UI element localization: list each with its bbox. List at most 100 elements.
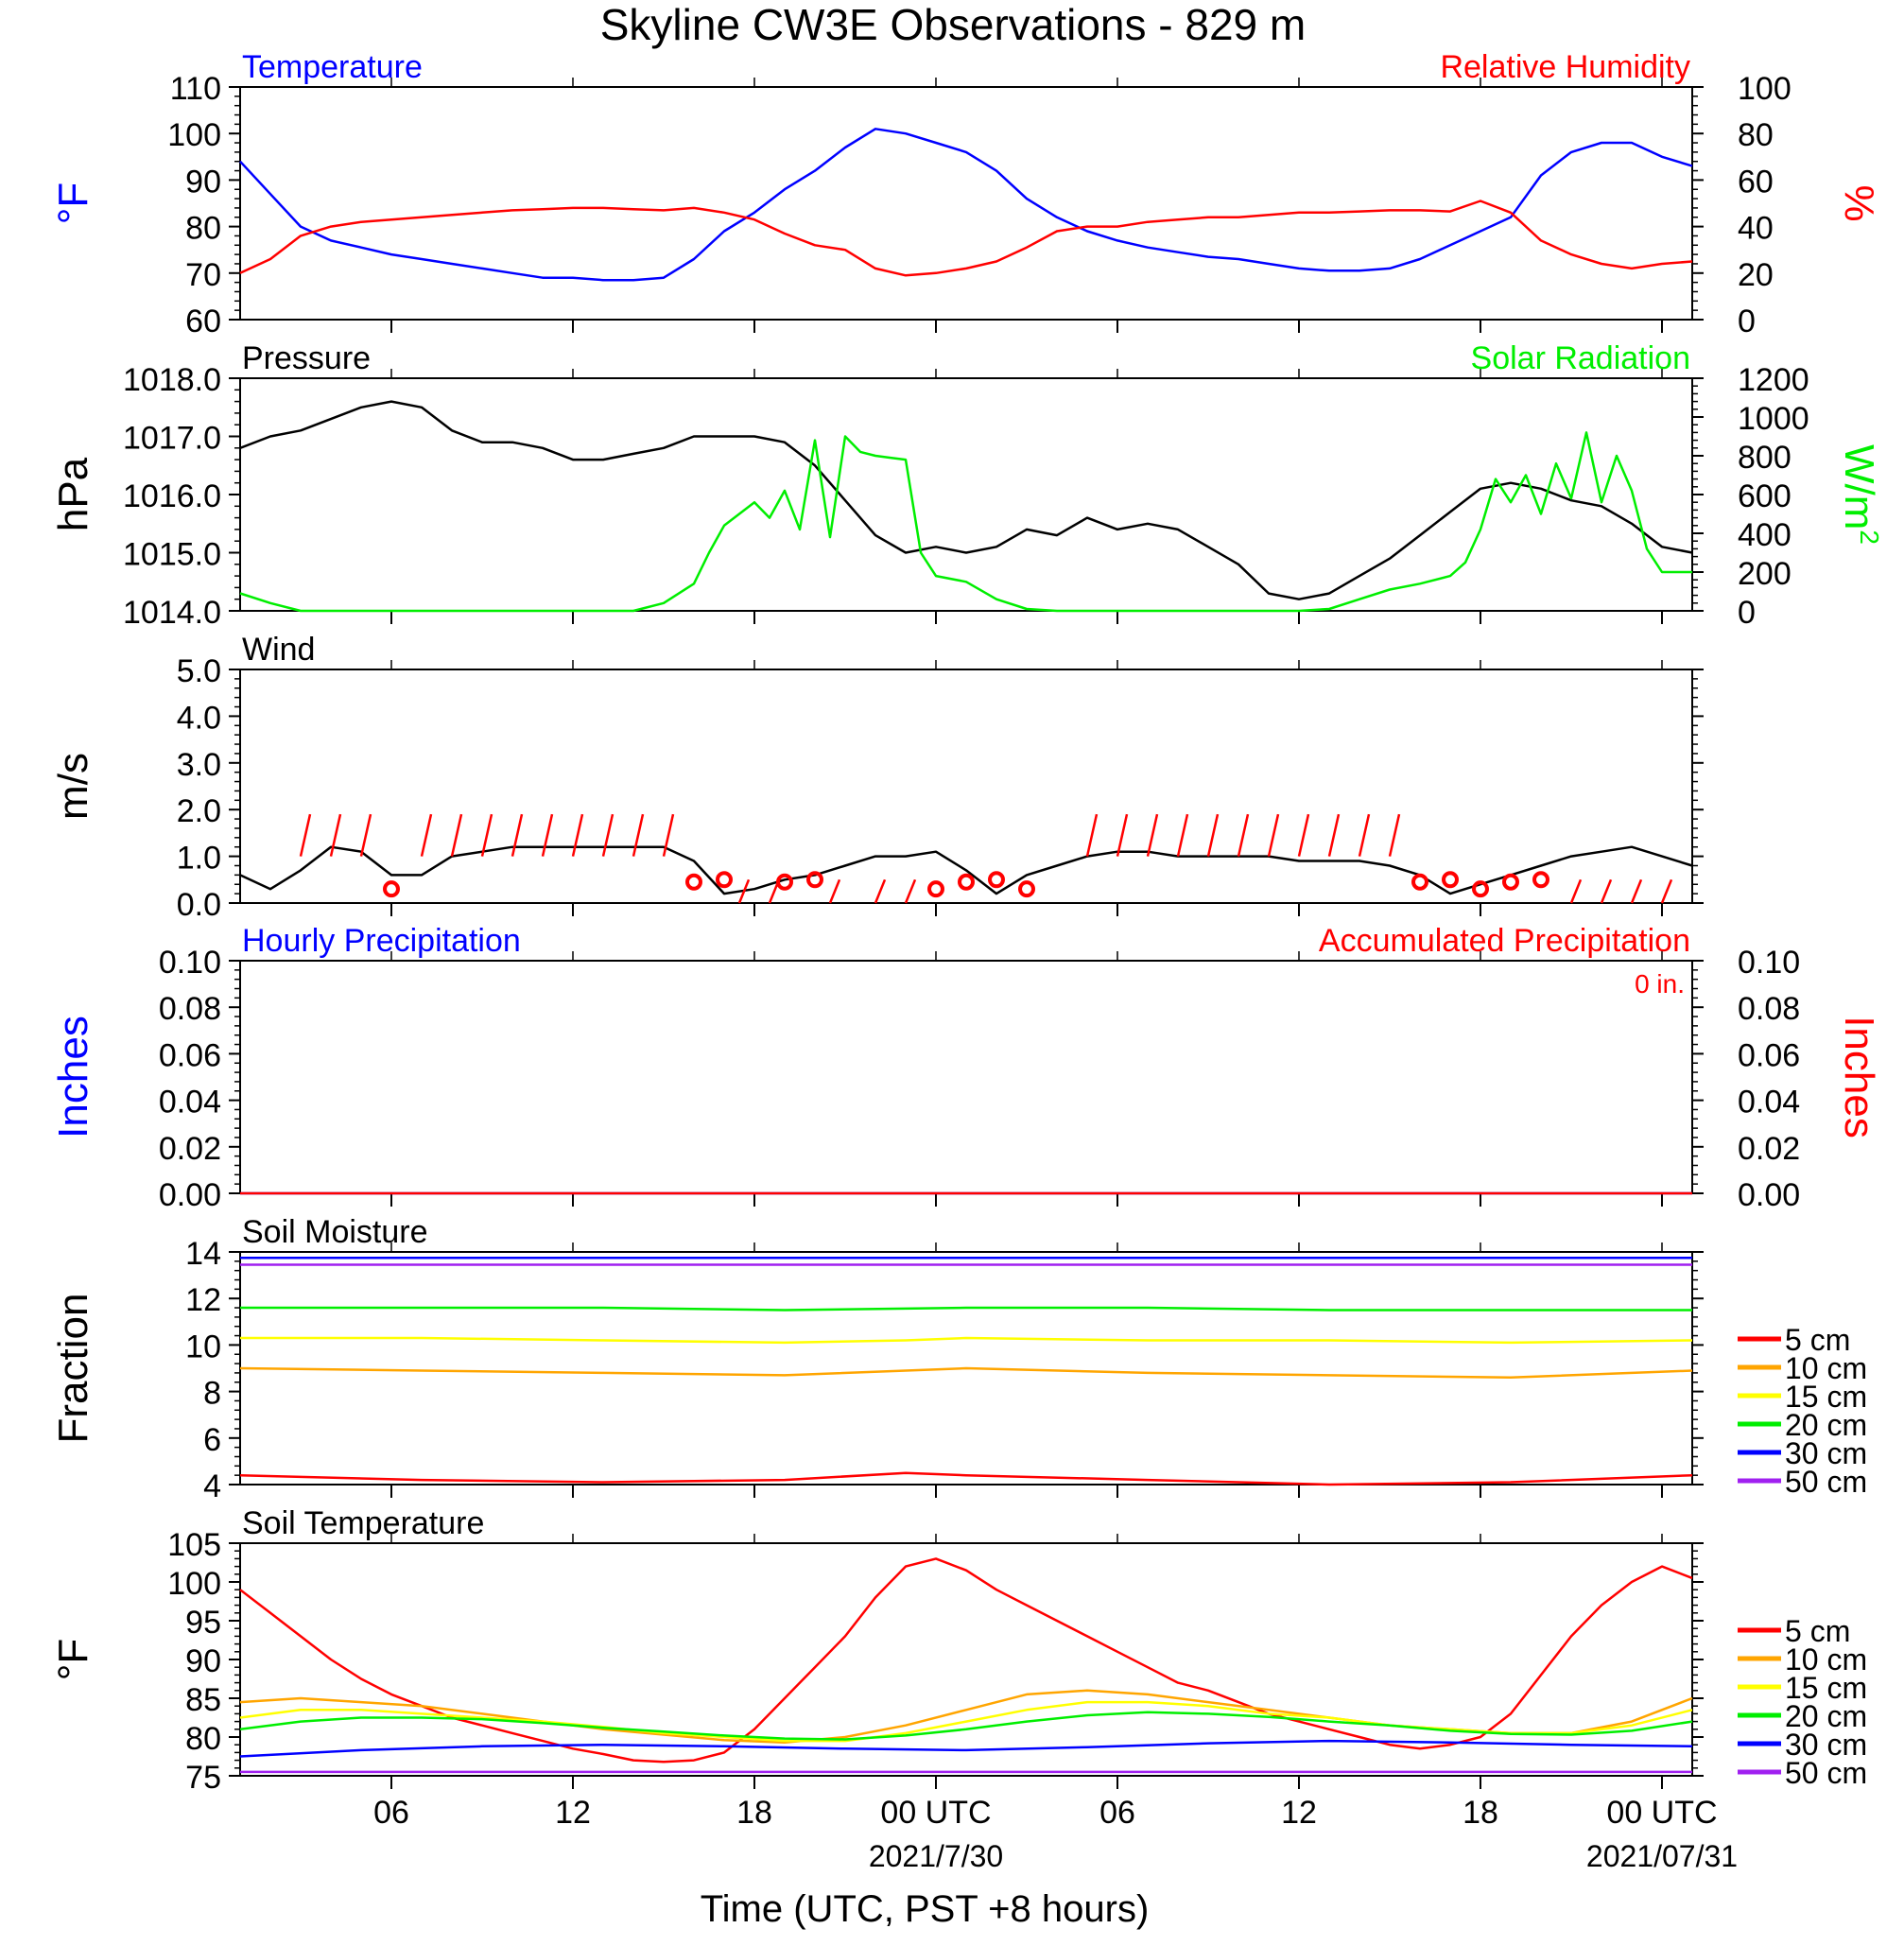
wind-barb bbox=[1660, 878, 1673, 904]
panel-wind: 0.0 1.0 2.0 3.0 4.0 5.0 Wind m/s bbox=[50, 632, 1704, 923]
calm-wind-marker bbox=[1472, 880, 1489, 898]
wind-barb bbox=[1267, 813, 1280, 857]
y-tick-label-right: 0.10 bbox=[1738, 945, 1800, 981]
y-tick-label-left: 70 bbox=[185, 257, 221, 293]
panel-temp_rh: 60 70 80 90 100 110 0 20 40 60 80 100 Temperature Rel… bbox=[50, 49, 1882, 339]
wind-barb bbox=[511, 813, 524, 857]
panel-title-right: Relative Humidity bbox=[1440, 49, 1690, 85]
wind-barb bbox=[632, 813, 645, 857]
wind-barb bbox=[1206, 813, 1220, 857]
y-tick-label-left: 75 bbox=[185, 1760, 221, 1796]
series-line-5-cm bbox=[239, 1557, 1693, 1764]
wind-barb bbox=[1327, 813, 1341, 857]
panel-title-right: Accumulated Precipitation bbox=[1319, 923, 1690, 959]
y-tick-label-left: 1018.0 bbox=[123, 362, 221, 398]
y-tick-label-right: 600 bbox=[1738, 478, 1791, 514]
series-line-15-cm bbox=[240, 1336, 1693, 1345]
series-line-relative-humidity bbox=[239, 200, 1693, 277]
series-line-30-cm bbox=[239, 1739, 1693, 1758]
y-tick-label-left: 0.00 bbox=[159, 1177, 221, 1213]
series-line-temperature bbox=[239, 128, 1693, 282]
calm-wind-marker bbox=[1442, 871, 1459, 889]
y-tick-label-left: 6 bbox=[203, 1422, 221, 1458]
panel-title-left: Soil Temperature bbox=[242, 1505, 484, 1541]
wind-barb bbox=[420, 813, 433, 857]
y-axis-label-right: % bbox=[1836, 184, 1882, 221]
wind-barb bbox=[1388, 813, 1401, 857]
y-tick-label-left: 1.0 bbox=[177, 841, 221, 877]
y-tick-label-right: 0.00 bbox=[1738, 1177, 1800, 1213]
wind-barb bbox=[299, 813, 312, 857]
x-tick-label: 12 bbox=[555, 1795, 591, 1831]
x-tick-label: 12 bbox=[1281, 1795, 1317, 1831]
y-tick-label-left: 0.10 bbox=[159, 945, 221, 981]
wind-barb bbox=[601, 813, 614, 857]
figure-title: Skyline CW3E Observations - 829 m bbox=[600, 0, 1307, 49]
y-tick-label-left: 0.04 bbox=[159, 1085, 221, 1121]
wind-barb bbox=[768, 878, 781, 904]
y-tick-label-left: 4.0 bbox=[177, 700, 221, 736]
series-line-solar-radiation bbox=[239, 431, 1692, 613]
y-tick-label-left: 90 bbox=[185, 164, 221, 200]
y-tick-label-left: 10 bbox=[185, 1329, 221, 1364]
wind-barb bbox=[874, 878, 887, 904]
wind-barb bbox=[1176, 813, 1189, 857]
calm-wind-marker bbox=[1018, 880, 1035, 898]
legend-label: 5 cm bbox=[1785, 1323, 1850, 1357]
x-tick-label: 18 bbox=[1463, 1795, 1498, 1831]
y-tick-label-left: 60 bbox=[185, 304, 221, 339]
calm-wind-marker bbox=[958, 873, 975, 891]
x-tick-label: 06 bbox=[373, 1795, 409, 1831]
legend-label: 5 cm bbox=[1785, 1614, 1850, 1648]
wind-barb bbox=[1085, 813, 1099, 857]
series-line-20-cm bbox=[239, 1711, 1693, 1741]
calm-wind-marker bbox=[685, 873, 702, 891]
wind-barb bbox=[541, 813, 554, 857]
panel-title-left: Hourly Precipitation bbox=[242, 923, 521, 959]
y-tick-label-left: 1014.0 bbox=[123, 595, 221, 631]
legend-label: 15 cm bbox=[1785, 1671, 1867, 1705]
legend-label: 15 cm bbox=[1785, 1380, 1867, 1414]
wind-barb bbox=[1630, 878, 1643, 904]
y-tick-label-left: 85 bbox=[185, 1682, 221, 1718]
panel-title-left: Soil Moisture bbox=[242, 1214, 428, 1250]
panel-precip: 0.00 0.02 0.04 0.06 0.08 0.10 0.00 0.02 0.04 0.06… bbox=[50, 923, 1882, 1213]
series-line-15-cm bbox=[239, 1700, 1693, 1743]
y-tick-label-left: 8 bbox=[203, 1376, 221, 1412]
wind-barb bbox=[1297, 813, 1310, 857]
legend-label: 10 cm bbox=[1785, 1642, 1867, 1677]
x-axis-label: Time (UTC, PST +8 hours) bbox=[701, 1888, 1150, 1930]
y-tick-label-left: 80 bbox=[185, 211, 221, 247]
calm-wind-marker bbox=[1532, 871, 1549, 889]
y-tick-label-right: 100 bbox=[1738, 71, 1791, 107]
plot-frame bbox=[239, 669, 1693, 904]
calm-wind-marker bbox=[806, 871, 823, 889]
y-axis-label-right: W/m2 bbox=[1836, 444, 1884, 545]
calm-wind-marker bbox=[383, 880, 400, 898]
panel-pressure_solar: 1014.0 1015.0 1016.0 1017.0 1018.0 0200400600… bbox=[50, 340, 1884, 631]
series-line-20-cm bbox=[240, 1306, 1692, 1312]
y-tick-label-left: 0.02 bbox=[159, 1131, 221, 1167]
panel-title-left: Pressure bbox=[242, 340, 371, 376]
y-tick-label-left: 80 bbox=[185, 1721, 221, 1757]
legend-label: 30 cm bbox=[1785, 1728, 1867, 1762]
wind-barb bbox=[1569, 878, 1583, 904]
legend-label: 20 cm bbox=[1785, 1699, 1867, 1733]
y-tick-label-left: 1015.0 bbox=[123, 537, 221, 573]
series-line-10-cm bbox=[239, 1366, 1693, 1380]
wind-barb bbox=[450, 813, 463, 857]
y-tick-label-right: 0 bbox=[1738, 304, 1756, 339]
y-tick-label-left: 14 bbox=[185, 1236, 221, 1272]
y-tick-label-right: 1200 bbox=[1738, 362, 1809, 398]
calm-wind-marker bbox=[1502, 873, 1519, 891]
x-date-label: 2021/07/31 bbox=[1586, 1839, 1738, 1873]
plot-frame bbox=[239, 86, 1693, 321]
y-tick-label-left: 4 bbox=[203, 1468, 221, 1504]
y-tick-label-left: 0.06 bbox=[159, 1037, 221, 1073]
time-axis: 06 12 18 00 UTC 2021/7/30 06 12 18 00 UTC 2021/07… bbox=[373, 1795, 1738, 1873]
calm-wind-marker bbox=[716, 871, 733, 889]
y-tick-label-left: 95 bbox=[185, 1605, 221, 1641]
x-tick-label: 00 UTC bbox=[1606, 1795, 1717, 1831]
